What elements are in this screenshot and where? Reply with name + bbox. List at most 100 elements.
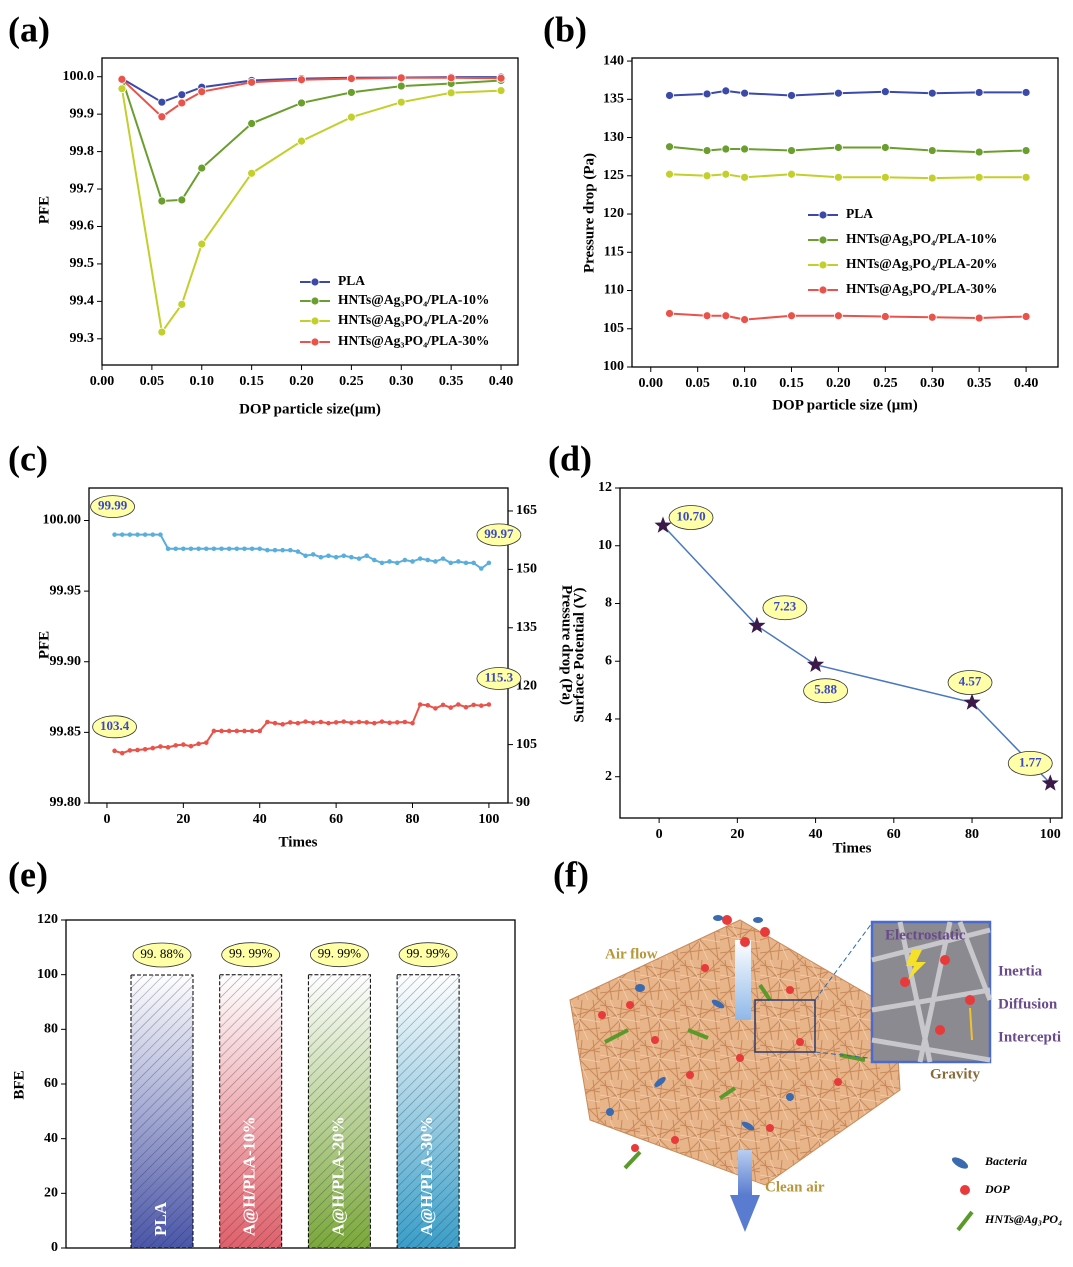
point-marker <box>448 705 454 710</box>
point-marker <box>203 740 209 745</box>
label: Electrostatic <box>885 927 966 943</box>
point-marker <box>402 719 408 725</box>
y-tick-label: 100 <box>603 359 624 374</box>
plot-frame <box>619 487 1063 819</box>
series-line <box>662 524 1051 784</box>
point-marker <box>347 74 356 83</box>
point-marker <box>927 88 937 98</box>
x-tick-label: 0.05 <box>140 374 165 389</box>
point-marker <box>1021 146 1031 155</box>
point-marker <box>880 143 890 152</box>
x-tick-label: 0.35 <box>439 374 464 389</box>
x-axis-label: DOP particle size(μm) <box>239 401 381 417</box>
data-label: 10.70 <box>676 509 705 524</box>
point-marker <box>249 728 255 734</box>
label: Inertia <box>998 963 1043 979</box>
point-marker <box>247 119 257 128</box>
point-marker <box>249 546 255 552</box>
point-marker <box>287 547 293 553</box>
point-marker <box>410 559 415 564</box>
category-label: A@H/PLA-10% <box>240 1116 259 1236</box>
x-tick-label: 0.15 <box>779 376 804 391</box>
x-tick-label: 0.35 <box>967 376 992 391</box>
point-marker <box>318 554 324 560</box>
x-tick-label: 40 <box>253 812 267 827</box>
point-marker <box>226 728 232 734</box>
y-tick-label: 2 <box>605 769 612 784</box>
point-marker <box>880 312 890 321</box>
point-marker <box>177 98 187 108</box>
y-tick-label: 0 <box>51 1240 58 1255</box>
plot-frame <box>631 57 1059 368</box>
y-axis-label: BFE <box>11 1070 27 1099</box>
y-tick-label: 99.6 <box>70 219 95 234</box>
sem-fibers <box>871 921 993 1063</box>
point-marker <box>425 702 431 708</box>
point-marker <box>740 88 749 98</box>
point-marker <box>181 742 186 747</box>
x-axis-label: Times <box>833 840 872 856</box>
legend-label: HNTs@Ag₃PO₄/PLA-10% <box>338 292 489 307</box>
series-line <box>121 78 502 203</box>
y-tick-label: 120 <box>603 206 624 221</box>
point-marker <box>721 169 731 179</box>
legend-swatch <box>310 296 320 306</box>
x-tick-label: 60 <box>329 812 343 827</box>
legend-dop <box>960 1185 970 1195</box>
point-marker <box>721 144 731 154</box>
point-marker <box>496 86 506 95</box>
label-bubble <box>309 942 369 968</box>
panel-label: (b) <box>543 9 587 49</box>
point-marker <box>1021 312 1031 321</box>
label: Gravity <box>930 1066 980 1082</box>
point-marker <box>463 560 469 566</box>
y-tick-label: 12 <box>598 480 612 495</box>
point-marker <box>834 172 843 182</box>
point-marker <box>387 720 392 726</box>
y-tick-label: 99.95 <box>50 583 82 598</box>
panel-label: (d) <box>548 438 592 478</box>
point-marker <box>1021 172 1031 182</box>
bacteria <box>606 915 794 1131</box>
point-marker <box>310 552 316 557</box>
point-marker <box>740 144 749 154</box>
point-marker <box>119 532 125 537</box>
point-marker <box>834 88 843 98</box>
y-tick-label: 60 <box>44 1076 58 1091</box>
point-marker <box>974 147 984 157</box>
legend-label: HNTs@Ag₃PO₄/PLA-20% <box>846 256 997 271</box>
data-label: 99. 99% <box>406 946 450 961</box>
point-marker <box>974 88 984 97</box>
point-marker <box>834 311 843 321</box>
annotation: 99.97 <box>484 526 514 541</box>
y-axis-label: Pressure drop (Pa) <box>581 153 597 273</box>
point-marker <box>834 143 843 152</box>
point-marker <box>234 728 240 734</box>
point-marker <box>364 553 369 559</box>
y-tick-label: 130 <box>603 130 624 145</box>
point-marker <box>173 743 179 748</box>
zoom-box <box>754 999 816 1053</box>
point-marker <box>135 532 140 537</box>
point-marker <box>787 146 796 155</box>
point-marker <box>112 532 117 537</box>
series-line <box>121 76 502 119</box>
x-tick-label: 0.15 <box>239 374 264 389</box>
point-marker <box>702 89 712 99</box>
point-marker <box>880 87 890 97</box>
point-marker <box>486 560 492 566</box>
point-marker <box>177 299 187 309</box>
y-tick-label: 100.00 <box>43 513 82 528</box>
point-marker <box>119 750 125 756</box>
data-label: 1.77 <box>1019 754 1042 769</box>
y-tick-label: 120 <box>37 912 58 927</box>
x-tick-label: 40 <box>809 827 823 842</box>
point-marker <box>379 719 385 724</box>
panel-label: (e) <box>8 854 48 894</box>
y-tick-label: 4 <box>605 711 612 726</box>
point-marker <box>364 720 369 725</box>
series-line <box>121 88 502 335</box>
label: Diffusion <box>998 996 1058 1012</box>
point-marker <box>927 312 937 322</box>
point-marker <box>211 546 217 552</box>
